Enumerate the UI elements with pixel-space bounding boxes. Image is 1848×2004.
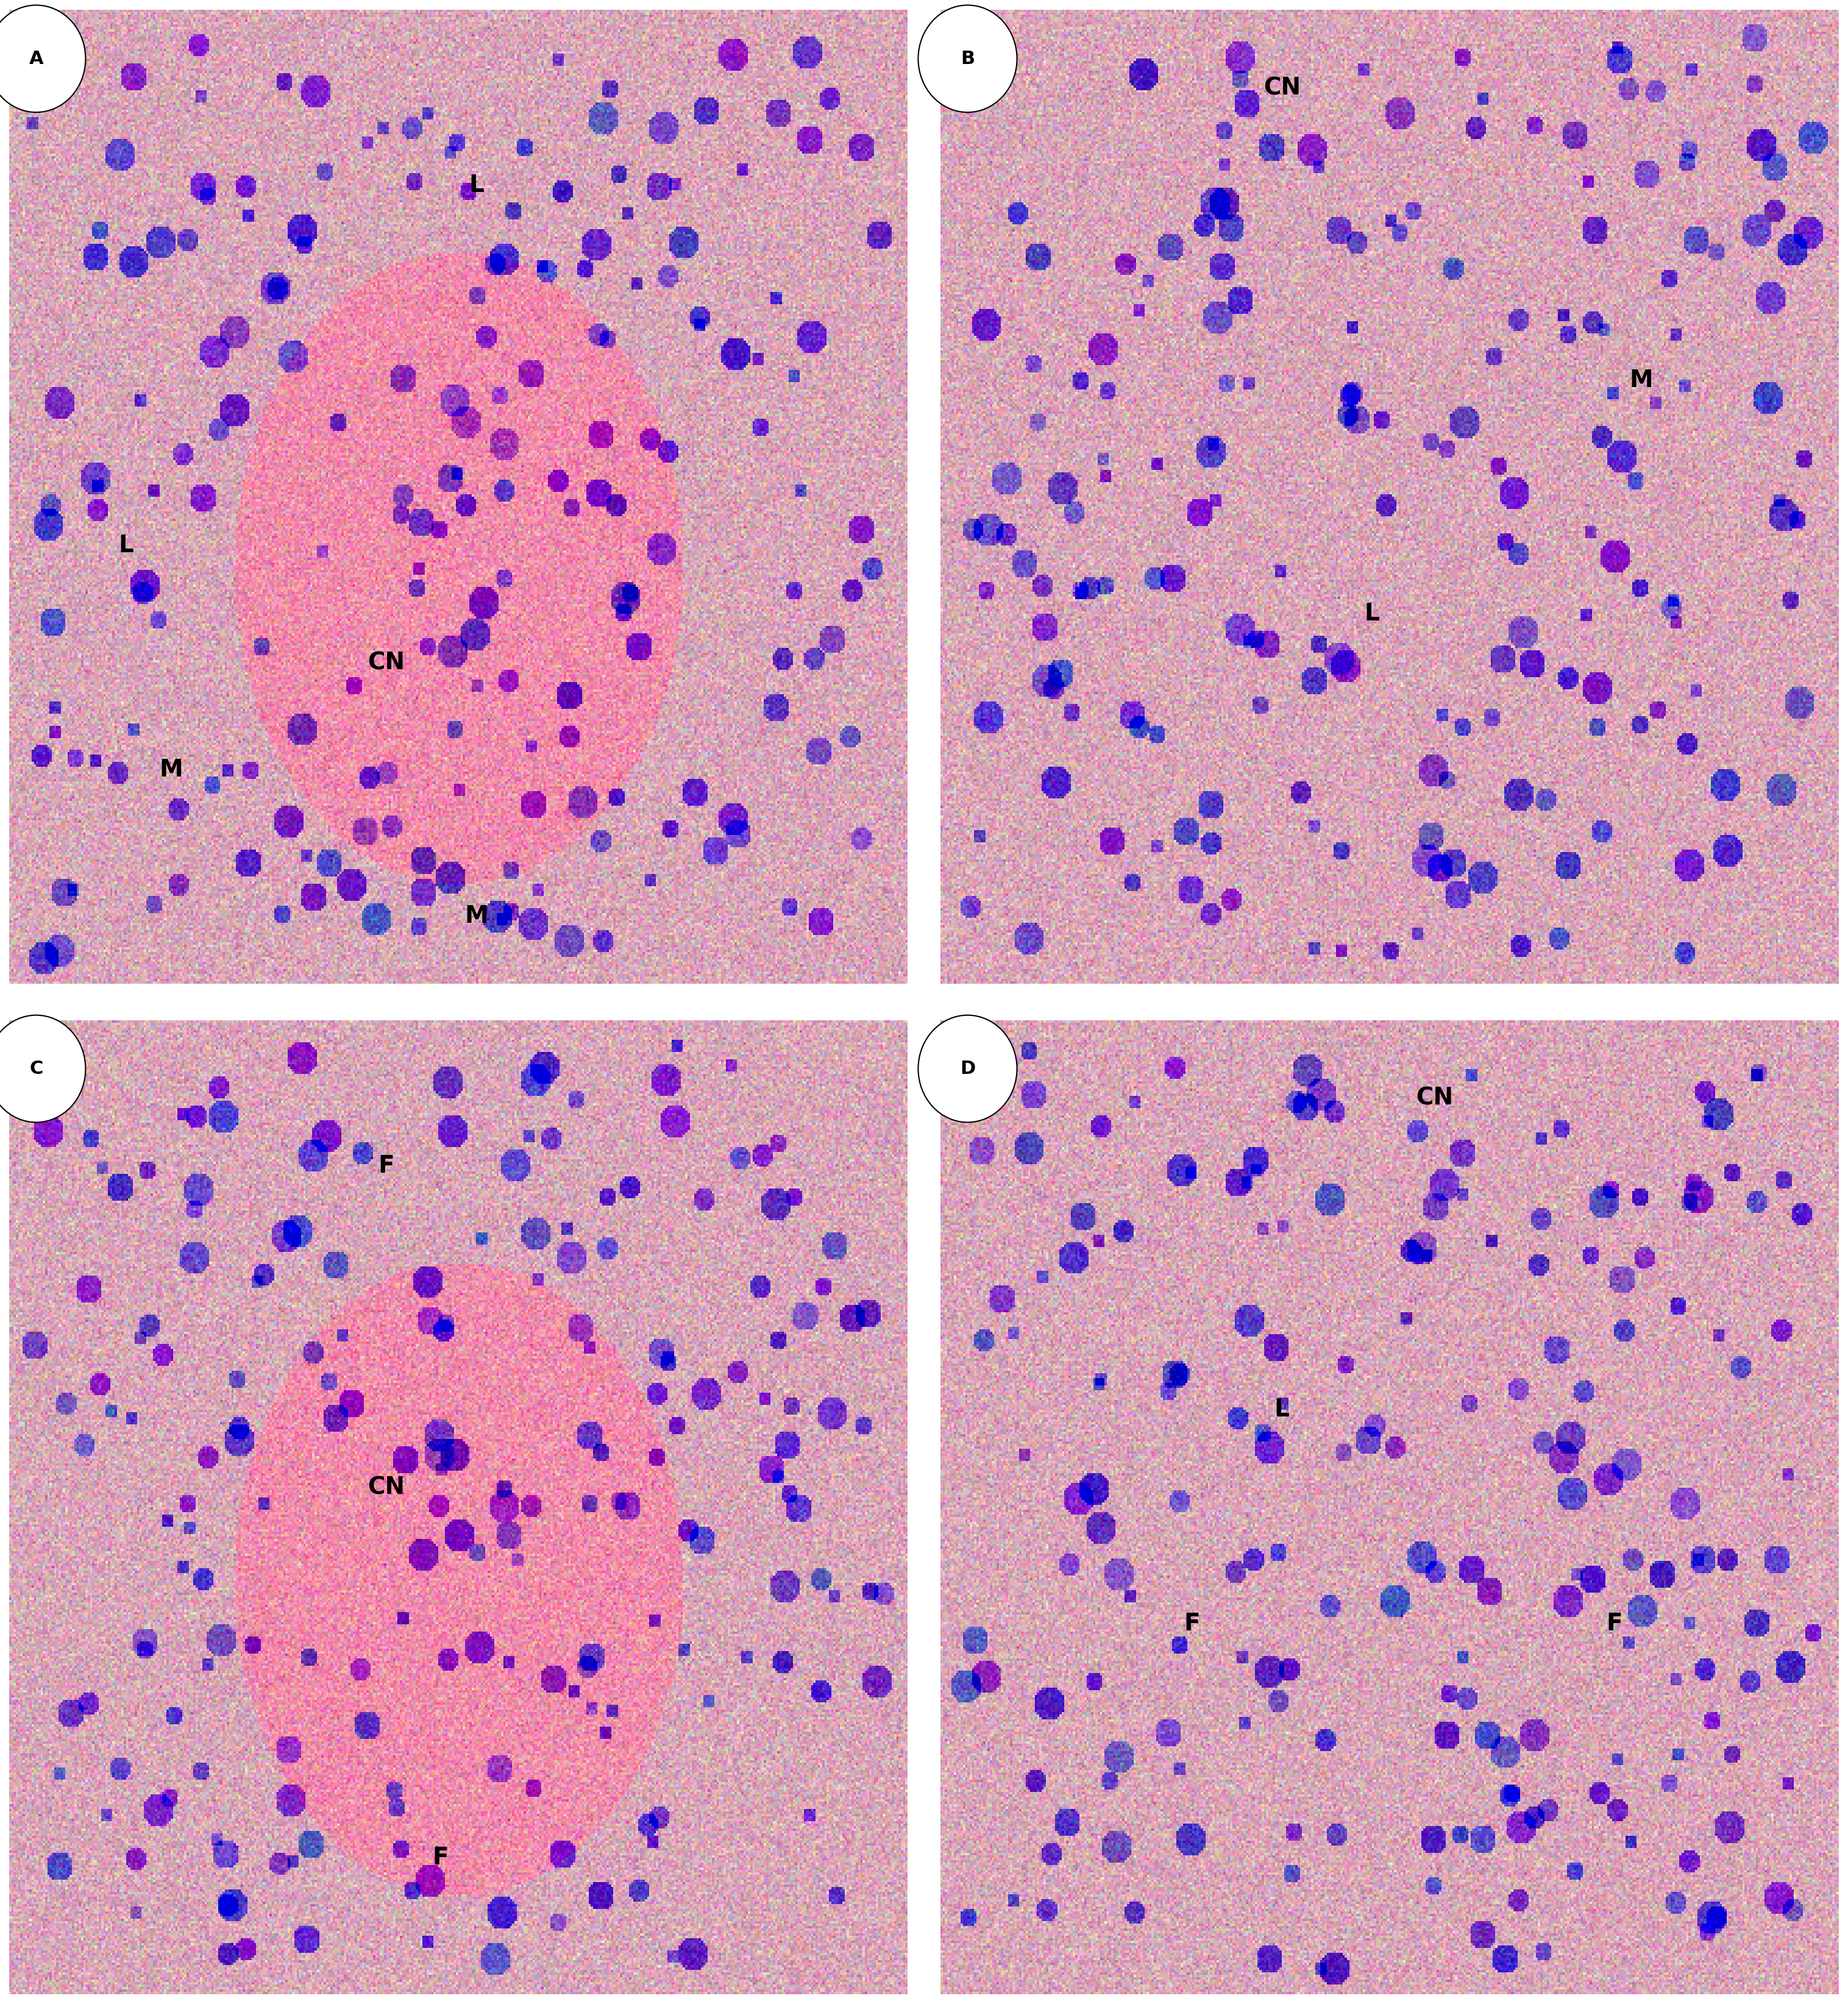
Text: C: C [30,1060,43,1078]
Text: CN: CN [1264,76,1301,100]
Circle shape [918,6,1016,112]
Text: M: M [464,904,488,928]
Text: B: B [961,50,974,68]
Text: F: F [1185,1613,1199,1635]
Text: L: L [1275,1399,1290,1421]
Text: F: F [432,1846,449,1870]
Text: D: D [959,1060,976,1078]
Text: F: F [379,1154,395,1178]
Text: CN: CN [368,1477,405,1499]
Text: A: A [30,50,43,68]
Text: CN: CN [368,651,405,673]
Circle shape [0,1016,85,1122]
Text: CN: CN [1416,1086,1453,1110]
Text: L: L [118,535,133,557]
Circle shape [0,6,85,112]
Circle shape [918,1016,1016,1122]
Text: L: L [1364,603,1379,625]
Text: M: M [1630,369,1652,391]
Text: F: F [1606,1613,1623,1635]
Text: L: L [469,174,484,196]
Text: M: M [159,758,183,782]
